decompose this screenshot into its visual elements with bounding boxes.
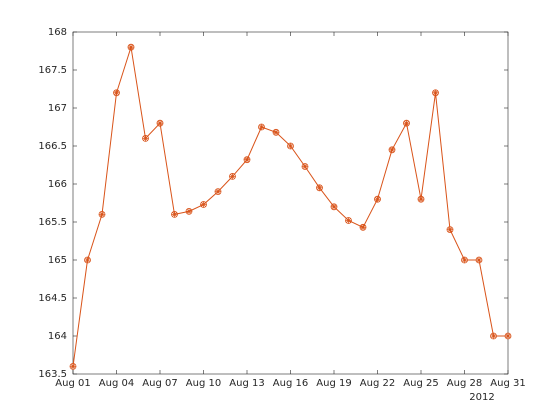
x-tick-label: Aug 25 (403, 378, 438, 389)
marker-star (142, 135, 149, 142)
data-marker (142, 134, 149, 142)
marker-star (84, 257, 91, 263)
marker-star (505, 333, 511, 339)
y-tick-label: 163.5 (38, 369, 67, 380)
marker-star (331, 203, 337, 210)
x-tick-label: Aug 13 (229, 378, 264, 389)
data-marker (84, 256, 91, 264)
marker-star (215, 188, 221, 195)
marker-star (418, 196, 424, 203)
marker-star (345, 217, 352, 224)
x-year-label: 2012 (469, 392, 494, 403)
data-marker (98, 210, 106, 218)
marker-star (128, 44, 134, 51)
y-tick-label: 165.5 (38, 217, 67, 228)
y-tick-label: 168 (48, 27, 67, 38)
data-marker (388, 146, 396, 154)
data-marker (69, 362, 77, 370)
data-marker (461, 256, 468, 264)
data-marker (127, 43, 135, 51)
marker-star (70, 363, 76, 370)
data-marker (403, 119, 410, 127)
marker-star (374, 196, 381, 203)
marker-star (99, 211, 105, 218)
data-marker (301, 163, 309, 170)
x-tick-label: Aug 07 (142, 378, 177, 389)
data-marker (243, 156, 251, 164)
data-marker (200, 201, 207, 208)
marker-star (171, 211, 178, 218)
data-marker (359, 223, 367, 231)
marker-star (273, 129, 279, 136)
data-marker (374, 195, 381, 203)
marker-star (432, 89, 439, 96)
marker-star (302, 163, 308, 170)
y-tick-label: 164.5 (38, 293, 67, 304)
x-tick-label: Aug 04 (99, 378, 134, 389)
marker-star (258, 124, 265, 130)
marker-star (403, 120, 410, 127)
marker-star (186, 208, 192, 215)
y-tick-label: 167 (48, 103, 67, 114)
x-tick-label: Aug 28 (447, 378, 482, 389)
data-marker (345, 217, 352, 224)
marker-star (360, 224, 366, 231)
data-marker (156, 119, 164, 127)
data-marker (330, 203, 338, 211)
x-tick-label: Aug 19 (316, 378, 351, 389)
data-marker (490, 332, 497, 340)
marker-star (200, 201, 207, 208)
plot-frame (72, 31, 509, 375)
x-tick-label: Aug 22 (360, 378, 395, 389)
data-marker (229, 172, 236, 180)
marker-star (447, 226, 453, 233)
marker-star (316, 184, 323, 191)
marker-star (157, 120, 163, 127)
data-marker (185, 207, 193, 215)
data-marker (272, 128, 280, 136)
marker-star (287, 143, 294, 149)
data-marker (475, 256, 483, 264)
marker-star (229, 173, 236, 180)
marker-star (490, 333, 497, 339)
data-marker (504, 332, 512, 340)
x-tick-label: Aug 10 (186, 378, 221, 389)
data-marker (113, 89, 120, 97)
marker-star (113, 89, 120, 96)
y-tick-label: 167.5 (38, 65, 67, 76)
y-tick-label: 166 (48, 179, 67, 190)
marker-star (389, 146, 395, 153)
y-tick-label: 166.5 (38, 141, 67, 152)
data-marker (432, 89, 439, 97)
data-marker (171, 210, 178, 218)
data-marker (417, 195, 425, 203)
data-marker (316, 184, 323, 192)
data-marker (214, 188, 222, 196)
data-marker (258, 123, 265, 131)
data-marker (287, 142, 294, 150)
x-tick-label: Aug 01 (55, 378, 90, 389)
y-tick-label: 164 (48, 331, 67, 342)
x-tick-label: Aug 31 (490, 378, 525, 389)
marker-star (461, 257, 468, 263)
data-marker (446, 226, 454, 234)
marker-star (244, 156, 250, 163)
marker-star (476, 257, 482, 263)
x-tick-label: Aug 16 (273, 378, 308, 389)
y-tick-label: 165 (48, 255, 67, 266)
